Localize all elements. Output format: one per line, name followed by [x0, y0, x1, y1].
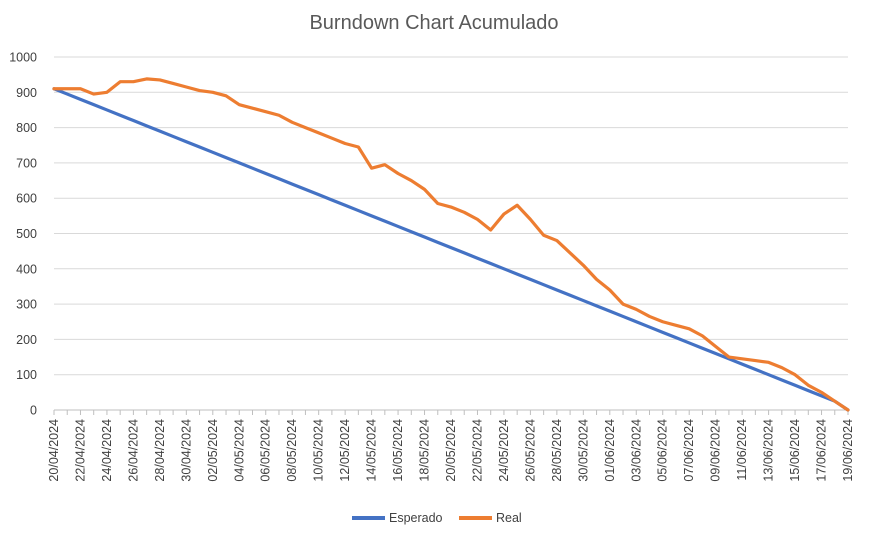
- legend-label-real: Real: [496, 511, 522, 525]
- legend: Esperado Real: [352, 511, 522, 525]
- x-tick-label: 02/05/2024: [206, 419, 220, 482]
- x-tick-label: 05/06/2024: [656, 419, 670, 482]
- y-tick-label: 100: [16, 368, 37, 382]
- x-tick-label: 18/05/2024: [418, 419, 432, 482]
- y-tick-label: 0: [30, 404, 37, 418]
- x-tick-label: 26/04/2024: [126, 419, 140, 482]
- y-tick-label: 600: [16, 192, 37, 206]
- x-tick-label: 28/05/2024: [550, 419, 564, 482]
- x-tick-label: 08/05/2024: [285, 419, 299, 482]
- y-tick-label: 400: [16, 262, 37, 276]
- x-tick-label: 17/06/2024: [815, 419, 829, 482]
- legend-label-esperado: Esperado: [389, 511, 443, 525]
- x-tick-label: 19/06/2024: [841, 419, 855, 482]
- x-tick-label: 26/05/2024: [523, 419, 537, 482]
- x-tick-label: 30/05/2024: [576, 419, 590, 482]
- gridlines: [54, 56, 848, 411]
- x-axis-ticks: 20/04/2024 22/04/2024 24/04/2024 26/04/2024…: [47, 410, 855, 482]
- x-tick-label: 30/04/2024: [179, 419, 193, 482]
- x-tick-label: 06/05/2024: [259, 419, 273, 482]
- x-tick-label: 16/05/2024: [391, 419, 405, 482]
- y-tick-label: 1000: [9, 51, 37, 65]
- y-tick-label: 300: [16, 298, 37, 312]
- series-line-real: [52, 77, 850, 412]
- y-tick-label: 700: [16, 156, 37, 170]
- x-tick-label: 09/06/2024: [709, 419, 723, 482]
- y-axis-ticks: 0 100 200 300 400 500 600 700 800 900 1000: [9, 51, 37, 418]
- y-tick-label: 200: [16, 333, 37, 347]
- x-tick-label: 22/04/2024: [73, 419, 87, 482]
- x-tick-label: 11/06/2024: [735, 419, 749, 481]
- x-tick-label: 01/06/2024: [603, 419, 617, 482]
- chart-title: Burndown Chart Acumulado: [309, 12, 558, 34]
- series-lines: [52, 77, 850, 412]
- x-tick-label: 22/05/2024: [470, 419, 484, 482]
- x-tick-label: 15/06/2024: [788, 419, 802, 482]
- x-tick-label: 10/05/2024: [312, 419, 326, 482]
- x-tick-label: 20/04/2024: [47, 419, 61, 482]
- x-tick-label: 07/06/2024: [682, 419, 696, 482]
- series-line-esperado: [52, 87, 850, 412]
- x-tick-label: 24/04/2024: [100, 419, 114, 482]
- x-tick-label: 03/06/2024: [629, 419, 643, 482]
- x-tick-label: 12/05/2024: [338, 419, 352, 482]
- x-tick-label: 14/05/2024: [365, 419, 379, 482]
- x-tick-label: 24/05/2024: [497, 419, 511, 482]
- y-tick-label: 500: [16, 227, 37, 241]
- x-tick-label: 13/06/2024: [762, 419, 776, 482]
- x-tick-label: 04/05/2024: [232, 419, 246, 482]
- x-tick-label: 28/04/2024: [153, 419, 167, 482]
- y-tick-label: 900: [16, 86, 37, 100]
- y-tick-label: 800: [16, 121, 37, 135]
- x-tick-label: 20/05/2024: [444, 419, 458, 482]
